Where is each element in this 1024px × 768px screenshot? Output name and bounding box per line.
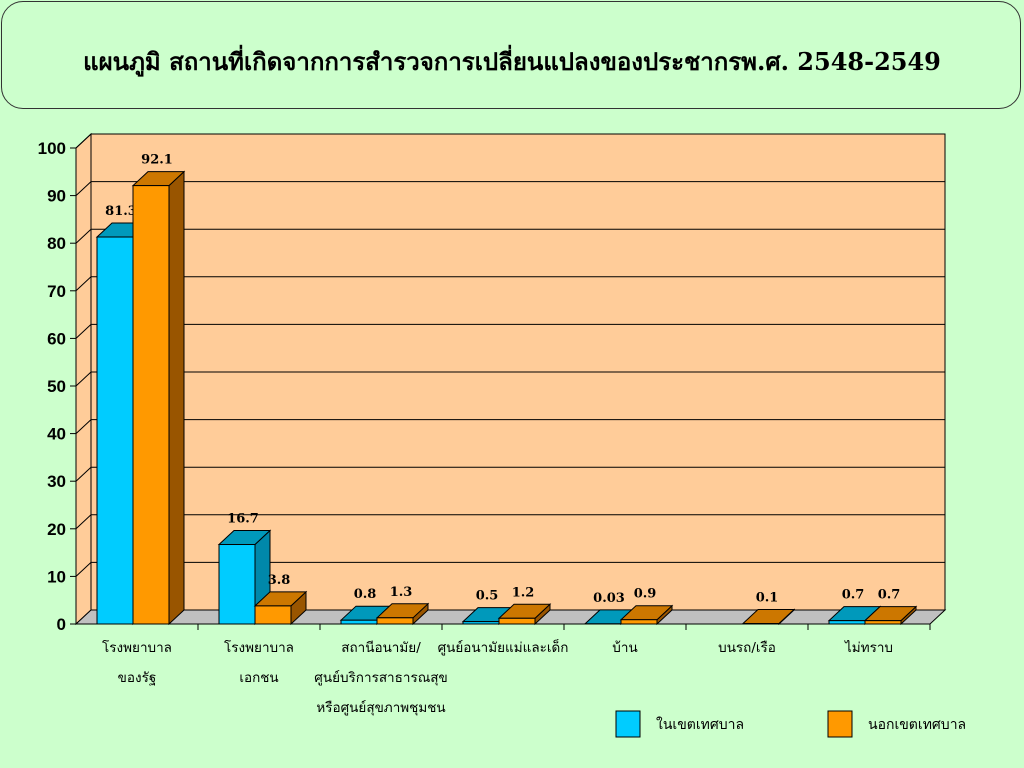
- legend-label: ในเขตเทศบาล: [656, 716, 744, 733]
- data-label: 16.7: [227, 512, 259, 527]
- legend-swatch: [615, 710, 641, 738]
- y-tick-label: 80: [47, 234, 66, 253]
- data-label: 3.8: [268, 573, 291, 588]
- data-label: 1.2: [512, 585, 535, 600]
- data-label: 0.7: [878, 588, 901, 603]
- y-tick-label: 40: [47, 425, 66, 444]
- gridline: [75, 181, 945, 196]
- bar: [132, 185, 170, 625]
- x-category-label: สถานีอนามัย/: [341, 640, 421, 656]
- y-tick-label: 100: [38, 139, 66, 158]
- gridline: [75, 466, 945, 482]
- bar: [96, 236, 134, 625]
- data-label: 1.3: [390, 585, 413, 600]
- bar: [254, 605, 292, 625]
- data-label: 92.1: [141, 153, 173, 168]
- data-label: 0.7: [842, 588, 865, 603]
- x-category-label: เอกชน: [239, 670, 278, 686]
- bar: [462, 621, 500, 625]
- data-label: 0.8: [354, 587, 377, 602]
- title-box: แผนภูมิ สถานที่เกิดจากการสำรวจการเปลี่ยน…: [1, 1, 1021, 109]
- bar: [620, 619, 658, 625]
- gridline: [75, 323, 945, 339]
- x-category-label: ศูนย์อนามัยแม่และเด็ก: [438, 638, 569, 656]
- chart-title: แผนภูมิ สถานที่เกิดจากการสำรวจการเปลี่ยน…: [83, 47, 941, 76]
- gridline: [75, 276, 945, 292]
- x-category-label: หรือศูนย์สุขภาพชุมชน: [316, 699, 445, 716]
- x-category-label: บ้าน: [612, 640, 637, 656]
- data-label: 0.9: [634, 587, 657, 602]
- bar: [864, 620, 902, 625]
- bar: [376, 617, 414, 625]
- data-label: 0.5: [476, 589, 499, 604]
- bar: [218, 544, 256, 625]
- x-category-label: ไม่ทราบ: [844, 640, 893, 656]
- y-tick-label: 0: [57, 615, 66, 634]
- x-category-label: โรงพยาบาล: [224, 639, 294, 656]
- x-category-label: โรงพยาบาล: [102, 639, 172, 656]
- bar: [828, 620, 866, 625]
- legend-swatch: [827, 710, 853, 738]
- bar: [340, 619, 378, 625]
- y-tick-label: 10: [47, 567, 66, 586]
- y-tick-label: 90: [47, 187, 66, 206]
- gridline: [75, 514, 945, 530]
- gridline: [75, 419, 945, 434]
- gridline: [75, 561, 945, 577]
- y-tick-label: 50: [47, 377, 66, 396]
- bar-side: [168, 170, 185, 626]
- legend-label: นอกเขตเทศบาล: [868, 717, 966, 733]
- data-label: 81.3: [105, 204, 137, 219]
- y-tick-label: 20: [47, 520, 66, 539]
- gridline: [75, 228, 945, 244]
- y-tick-label: 70: [47, 282, 66, 301]
- bar: [498, 617, 536, 625]
- gridline: [75, 371, 945, 387]
- x-category-label: บนรถ/เรือ: [718, 640, 776, 656]
- data-label: 0.1: [756, 591, 779, 606]
- data-label: 0.03: [593, 591, 625, 606]
- y-tick-label: 60: [47, 329, 66, 348]
- y-tick-label: 30: [47, 472, 66, 491]
- x-category-label: ของรัฐ: [118, 670, 157, 686]
- gridline: [75, 133, 945, 149]
- x-category-label: ศูนย์บริการสาธารณสุข: [314, 669, 447, 686]
